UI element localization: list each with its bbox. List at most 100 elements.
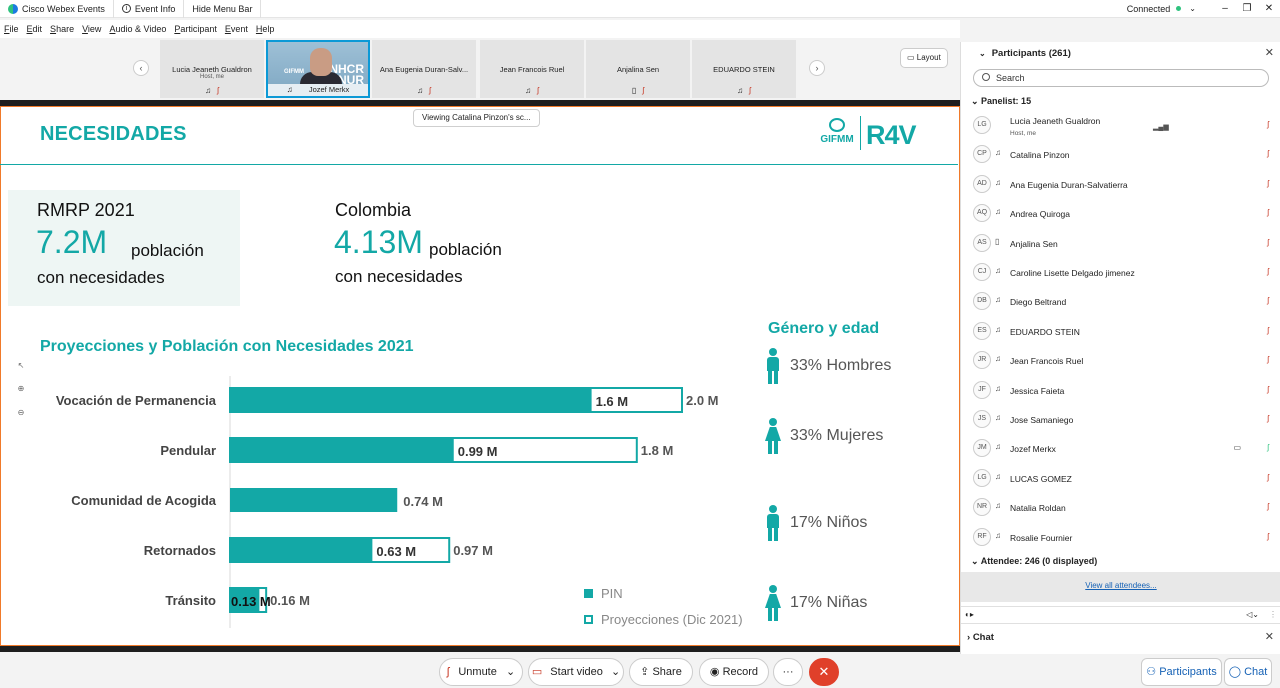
zoom-out-icon[interactable]: ⊖: [17, 407, 25, 417]
mic-muted-icon[interactable]: ʃ: [1267, 208, 1269, 218]
menu-help[interactable]: Help: [255, 24, 275, 34]
mic-muted-icon[interactable]: ʃ: [1267, 355, 1269, 365]
participant-name: Catalina Pinzon: [1010, 150, 1070, 161]
panelist-section-header[interactable]: ⌄ Panelist: 15: [971, 96, 1032, 106]
participant-row[interactable]: JF ♫ Jessica Faieta ʃ: [973, 377, 1277, 403]
participant-row[interactable]: CJ ♫ Caroline Lisette Delgado jimenez ʃ: [973, 259, 1277, 285]
headset-icon: ♫: [995, 324, 1001, 334]
mic-muted-icon[interactable]: ʃ: [1267, 149, 1269, 159]
mic-muted-icon[interactable]: ʃ: [1267, 384, 1269, 394]
strip-prev-button[interactable]: ‹: [133, 60, 149, 76]
video-thumb-anjalina[interactable]: Anjalina Sen ▯ ʃ: [586, 40, 690, 98]
close-chat-button[interactable]: ✕: [1264, 631, 1274, 643]
participant-row[interactable]: RF ♫ Rosalie Fournier ʃ: [973, 524, 1277, 550]
video-thumb-jozef[interactable]: UNHCR ACNUR GIFMM ♫ Jozef Merkx: [266, 40, 370, 98]
layout-button[interactable]: ▭ Layout: [900, 48, 948, 68]
mic-muted-icon[interactable]: ʃ: [1267, 120, 1269, 129]
video-thumb-jean[interactable]: Jean Francois Ruel ♫ ʃ: [480, 40, 584, 98]
mic-on-icon[interactable]: ʃ: [1267, 443, 1269, 453]
r4v-logo: R4V: [866, 120, 917, 150]
chat-header[interactable]: › Chat: [967, 632, 994, 643]
participant-row[interactable]: AS ▯ Anjalina Sen ʃ: [973, 230, 1277, 256]
menu-participant[interactable]: Participant: [174, 24, 217, 34]
hide-menu-bar-button[interactable]: Hide Menu Bar: [184, 0, 262, 18]
video-thumb-ana[interactable]: Ana Eugenia Duran-Salv... ♫ ʃ: [372, 40, 476, 98]
zoom-in-icon[interactable]: ⊕: [17, 384, 25, 394]
leave-meeting-button[interactable]: ✕: [809, 658, 839, 686]
mic-muted-icon[interactable]: ʃ: [1267, 178, 1269, 188]
menu-audio-video[interactable]: Audio & Video: [109, 24, 167, 34]
attendee-section-header[interactable]: ⌄ Attendee: 246 (0 displayed): [971, 556, 1098, 566]
menu-file[interactable]: File: [4, 24, 19, 34]
mic-muted-icon[interactable]: ʃ: [1267, 296, 1269, 306]
rmrp-value: 7.2M: [36, 224, 108, 260]
start-video-button[interactable]: ▭ Start video ⌄: [528, 658, 624, 686]
participant-row[interactable]: LG ♫ LUCAS GOMEZ ʃ: [973, 465, 1277, 491]
logo-separator: [860, 116, 861, 150]
participant-name: Rosalie Fournier: [1010, 532, 1073, 543]
menu-view[interactable]: View: [82, 24, 102, 34]
participants-header[interactable]: ⌄ Participants (261): [979, 48, 1071, 59]
strip-next-button[interactable]: ›: [809, 60, 825, 76]
connection-status[interactable]: Connected ⌄: [1126, 3, 1196, 14]
raise-hand-icon[interactable]: ◐▸: [965, 610, 974, 619]
avatar: LG: [973, 116, 991, 134]
pin-bar: [230, 539, 373, 561]
pin-bar: [230, 488, 398, 512]
title-divider: [0, 164, 958, 165]
view-all-attendees-link[interactable]: View all attendees...: [1085, 581, 1157, 590]
chat-toggle-button[interactable]: ◯ Chat: [1224, 658, 1272, 686]
more-button[interactable]: ···: [773, 658, 803, 686]
avatar: JS: [973, 410, 991, 428]
record-button[interactable]: ◉ Record: [699, 658, 769, 686]
menu-event[interactable]: Event: [224, 24, 248, 34]
avatar: JF: [973, 380, 991, 399]
minimize-button[interactable]: –: [1222, 3, 1228, 14]
video-thumb-eduardo[interactable]: EDUARDO STEIN ♫ ʃ: [692, 40, 796, 98]
participant-row[interactable]: AQ ♫ Andrea Quiroga ʃ: [973, 200, 1277, 226]
participant-row[interactable]: JR ♫ Jean Francois Ruel ʃ: [973, 347, 1277, 373]
mic-muted-icon[interactable]: ʃ: [1267, 237, 1269, 247]
participant-row[interactable]: AD ♫ Ana Eugenia Duran-Salvatierra ʃ: [973, 171, 1277, 197]
video-thumb-lucia[interactable]: Lucia Jeaneth Gualdron Host, me ♫ ʃ: [160, 40, 264, 98]
rmrp-label: RMRP 2021: [37, 200, 135, 220]
pointer-tool-icon[interactable]: ↖: [17, 361, 25, 371]
mic-muted-icon[interactable]: ʃ: [1267, 414, 1269, 423]
participant-name: Ana Eugenia Duran-Salvatierra: [1010, 179, 1128, 190]
participants-toggle-button[interactable]: ⚇ Participants: [1141, 658, 1222, 686]
participant-row[interactable]: JS ♫ Jose Samaniego ʃ: [973, 406, 1277, 432]
mic-muted-icon[interactable]: ʃ: [1267, 325, 1269, 335]
mic-muted-icon[interactable]: ʃ: [1267, 472, 1269, 482]
participant-row[interactable]: NR ♫ Natalia Roldan ʃ: [973, 494, 1277, 520]
avatar: AD: [973, 174, 991, 193]
viewing-indicator[interactable]: Viewing Catalina Pinzon's sc...: [413, 109, 540, 127]
mic-muted-icon[interactable]: ʃ: [1267, 267, 1269, 276]
mic-muted-icon[interactable]: ʃ: [1267, 531, 1269, 541]
menu-edit[interactable]: Edit: [26, 24, 43, 34]
unmute-button[interactable]: ʃ Unmute ⌄: [439, 658, 523, 686]
menu-bar: File Edit Share View Audio & Video Parti…: [0, 20, 960, 38]
participant-search-input[interactable]: Search: [973, 69, 1269, 87]
participant-row[interactable]: DB ♫ Diego Beltrand ʃ: [973, 288, 1277, 314]
participant-row[interactable]: CP ♫ Catalina Pinzon ʃ: [973, 141, 1277, 167]
event-info-button[interactable]: i Event Info: [114, 0, 185, 18]
avatar: NR: [973, 498, 991, 517]
close-window-button[interactable]: ✕: [1264, 3, 1274, 14]
headset-icon: ♫: [995, 530, 1001, 540]
phone-icon: ▯: [631, 86, 637, 95]
menu-share[interactable]: Share: [50, 24, 75, 34]
participant-name: Lucia Jeaneth Gualdron: [1010, 116, 1101, 126]
share-button[interactable]: ⇪ Share: [629, 658, 693, 686]
participant-row[interactable]: LG Lucia Jeaneth Gualdron Host, me ▂▄▆ ʃ: [973, 112, 1277, 138]
participant-row[interactable]: ES ♫ EDUARDO STEIN ʃ: [973, 318, 1277, 344]
headset-icon: ♫: [417, 86, 424, 95]
close-participants-button[interactable]: ✕: [1264, 47, 1274, 59]
restore-button[interactable]: ❐: [1242, 3, 1252, 14]
legend-pin: PIN: [584, 586, 623, 601]
speaker-settings-icon[interactable]: ◁⌄: [1246, 610, 1259, 619]
video-on-icon[interactable]: ▭: [1233, 443, 1241, 453]
mic-muted-icon[interactable]: ʃ: [1267, 502, 1269, 512]
participant-row[interactable]: JM ♫ Jozef Merkx ▭ ʃ: [973, 435, 1277, 461]
more-options-icon[interactable]: ⋮: [1269, 610, 1277, 619]
chevron-down-icon: ⌄: [1189, 4, 1196, 13]
